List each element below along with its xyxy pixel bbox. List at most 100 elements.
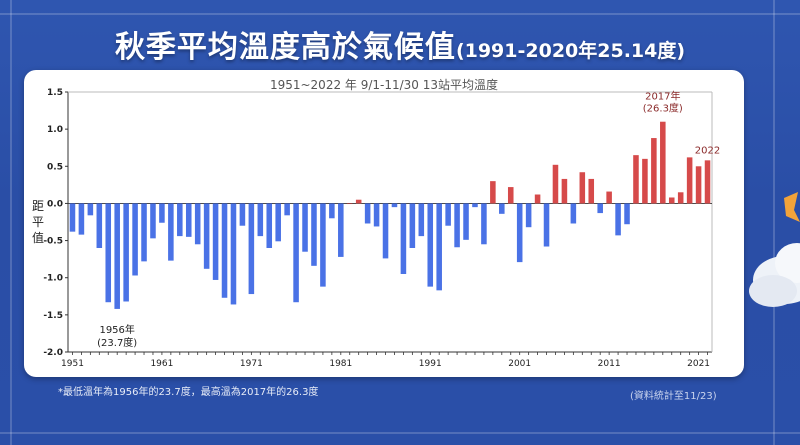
bar-1953 [87, 203, 94, 216]
bar-1959 [141, 203, 147, 262]
y-axis-label-char: 值 [32, 230, 44, 245]
sun-icon [784, 192, 800, 222]
bar-2005 [552, 164, 559, 204]
bar-1975 [284, 203, 290, 216]
x-tick-label: 2011 [598, 359, 621, 369]
bar-2010 [597, 203, 603, 214]
y-tick-label: -0.5 [43, 237, 63, 247]
bar-1968 [221, 203, 228, 298]
bar-1997 [481, 203, 487, 245]
bar-2017 [660, 121, 666, 204]
bar-1969 [230, 203, 237, 305]
headline: 秋季平均溫度高於氣候值(1991-2020年25.14度) [0, 22, 800, 66]
y-tick-label: 0.5 [47, 162, 63, 172]
background-grid-line [10, 0, 12, 445]
x-tick-label: 2001 [508, 359, 531, 369]
bar-2020 [686, 157, 693, 204]
y-tick-label: 0.0 [47, 199, 63, 209]
bar-2002 [525, 203, 532, 228]
bar-1976 [293, 203, 299, 303]
bar-1993 [445, 203, 451, 226]
bar-1988 [400, 203, 407, 274]
bar-2013 [624, 203, 630, 225]
bar-1980 [329, 203, 335, 219]
x-tick-label: 1991 [419, 359, 442, 369]
bar-2007 [570, 203, 577, 224]
y-axis-label-char: 平 [32, 215, 44, 229]
bar-1981 [338, 203, 344, 257]
y-tick-label: -2.0 [43, 348, 63, 358]
bar-1979 [320, 203, 326, 287]
bar-1999 [499, 203, 505, 214]
bar-1955 [105, 203, 112, 303]
x-tick-label: 1981 [329, 359, 352, 369]
bar-2016 [651, 138, 657, 204]
bar-2008 [579, 172, 586, 204]
annotation-label: (26.3度) [643, 102, 683, 115]
bar-1963 [177, 203, 183, 237]
bar-1987 [391, 203, 398, 208]
bar-1978 [311, 203, 317, 266]
bar-1961 [159, 203, 165, 223]
bar-1957 [123, 203, 129, 302]
data-source-note: (資料統計至11/23) [630, 391, 717, 402]
bar-2012 [615, 203, 621, 236]
bar-1989 [409, 203, 416, 248]
annotation-label: 2022 [695, 145, 720, 156]
bar-1951 [69, 203, 76, 232]
cloud-icon [749, 243, 800, 307]
x-tick-label: 1961 [150, 359, 173, 369]
bar-1985 [373, 203, 380, 227]
y-axis-label-char: 距 [32, 199, 44, 213]
bar-2004 [543, 203, 550, 247]
annotation-label: 2017年 [645, 90, 680, 103]
bar-1983 [355, 199, 362, 204]
bar-1992 [436, 203, 442, 291]
bar-1958 [132, 203, 138, 276]
bar-1952 [78, 203, 85, 235]
bar-2006 [561, 178, 568, 204]
y-tick-label: 1.0 [47, 125, 63, 135]
bar-1962 [168, 203, 174, 261]
bar-1984 [364, 203, 371, 224]
bar-1986 [382, 203, 389, 259]
y-tick-label: 1.5 [47, 88, 63, 98]
x-tick-label: 1971 [240, 359, 263, 369]
background-grid-line [0, 13, 800, 15]
bar-2011 [606, 191, 612, 204]
bar-1970 [239, 203, 246, 226]
bar-1967 [212, 203, 219, 280]
bar-1965 [194, 203, 201, 245]
bar-2000 [507, 187, 514, 204]
bar-2022 [704, 160, 711, 204]
bar-1977 [302, 203, 308, 252]
bar-1982 [346, 203, 353, 205]
background-grid-line [0, 432, 800, 434]
y-tick-label: -1.5 [43, 311, 63, 321]
bar-1994 [454, 203, 460, 248]
background-grid-line [773, 0, 775, 445]
bar-2014 [633, 155, 639, 204]
bar-1998 [490, 181, 496, 204]
x-tick-label: 1951 [61, 359, 84, 369]
bar-1964 [185, 203, 192, 237]
bar-1996 [472, 203, 478, 208]
headline-main: 秋季平均溫度高於氣候值 [114, 30, 456, 65]
bar-2021 [695, 166, 702, 204]
bar-1974 [275, 203, 281, 242]
bar-1991 [427, 203, 434, 287]
bar-1995 [463, 203, 469, 240]
annotation-label: (23.7度) [97, 336, 137, 349]
chart-title: 1951~2022 年 9/1-11/30 13站平均溫度 [269, 78, 499, 92]
bar-2001 [516, 203, 523, 263]
x-tick-label: 2021 [687, 359, 710, 369]
bar-1971 [248, 203, 255, 295]
bar-1956 [114, 203, 120, 309]
bar-2018 [668, 197, 675, 204]
bar-2015 [642, 158, 648, 204]
bar-1966 [203, 203, 210, 269]
bar-1972 [257, 203, 264, 237]
annotation-label: 1956年 [99, 323, 134, 336]
bar-1954 [96, 203, 103, 248]
